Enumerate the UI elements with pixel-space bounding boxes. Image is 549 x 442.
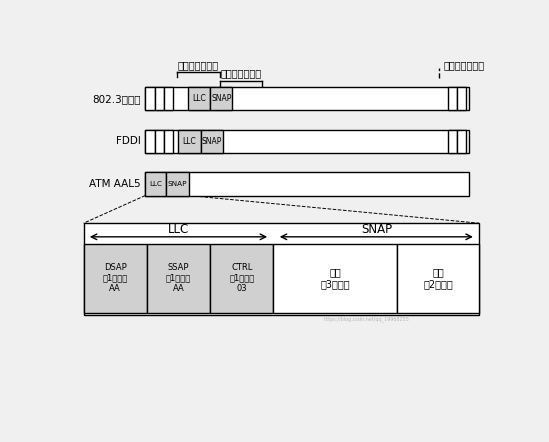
Bar xyxy=(164,87,173,110)
Text: ATM AAL5: ATM AAL5 xyxy=(89,179,141,189)
Bar xyxy=(397,244,479,312)
Text: 介质访问控制层: 介质访问控制层 xyxy=(444,60,485,70)
Bar xyxy=(145,172,166,195)
Bar xyxy=(155,130,164,153)
Text: CTRL
（1字节）
03: CTRL （1字节） 03 xyxy=(229,263,254,293)
Text: SNAP: SNAP xyxy=(167,181,187,187)
Text: 逻辑链路控制层: 逻辑链路控制层 xyxy=(220,69,261,79)
Text: SNAP: SNAP xyxy=(361,223,392,236)
Bar xyxy=(448,130,457,153)
Text: FDDI: FDDI xyxy=(116,136,141,146)
Text: 类型
（2字节）: 类型 （2字节） xyxy=(423,267,453,289)
Text: LLC: LLC xyxy=(183,137,197,146)
Bar xyxy=(188,87,210,110)
Bar xyxy=(145,130,155,153)
Bar xyxy=(147,244,210,312)
Bar xyxy=(164,130,173,153)
Text: https://blog.csdn.net/qq_19968255: https://blog.csdn.net/qq_19968255 xyxy=(323,316,410,322)
Text: SNAP: SNAP xyxy=(201,137,222,146)
Bar xyxy=(273,244,397,312)
Bar xyxy=(457,87,467,110)
Bar xyxy=(145,172,469,195)
Text: SSAP
（1字节）
AA: SSAP （1字节） AA xyxy=(166,263,191,293)
Text: 802.3以太网: 802.3以太网 xyxy=(92,94,141,104)
Text: LLC: LLC xyxy=(192,94,206,103)
Bar xyxy=(155,87,164,110)
Text: DSAP
（1字节）
AA: DSAP （1字节） AA xyxy=(103,263,128,293)
Bar xyxy=(83,223,479,315)
Bar xyxy=(210,244,273,312)
Bar xyxy=(145,87,469,110)
Text: SNAP: SNAP xyxy=(211,94,232,103)
Bar xyxy=(457,130,467,153)
Bar xyxy=(166,172,189,195)
Bar xyxy=(210,87,232,110)
Bar xyxy=(178,130,200,153)
Bar xyxy=(200,130,223,153)
Bar xyxy=(83,244,147,312)
Text: 介质访问控制层: 介质访问控制层 xyxy=(178,60,219,70)
Text: 厂商
（3字节）: 厂商 （3字节） xyxy=(321,267,350,289)
Bar xyxy=(448,87,457,110)
Bar xyxy=(145,87,155,110)
Bar xyxy=(145,130,469,153)
Text: LLC: LLC xyxy=(168,223,189,236)
Text: LLC: LLC xyxy=(149,181,162,187)
